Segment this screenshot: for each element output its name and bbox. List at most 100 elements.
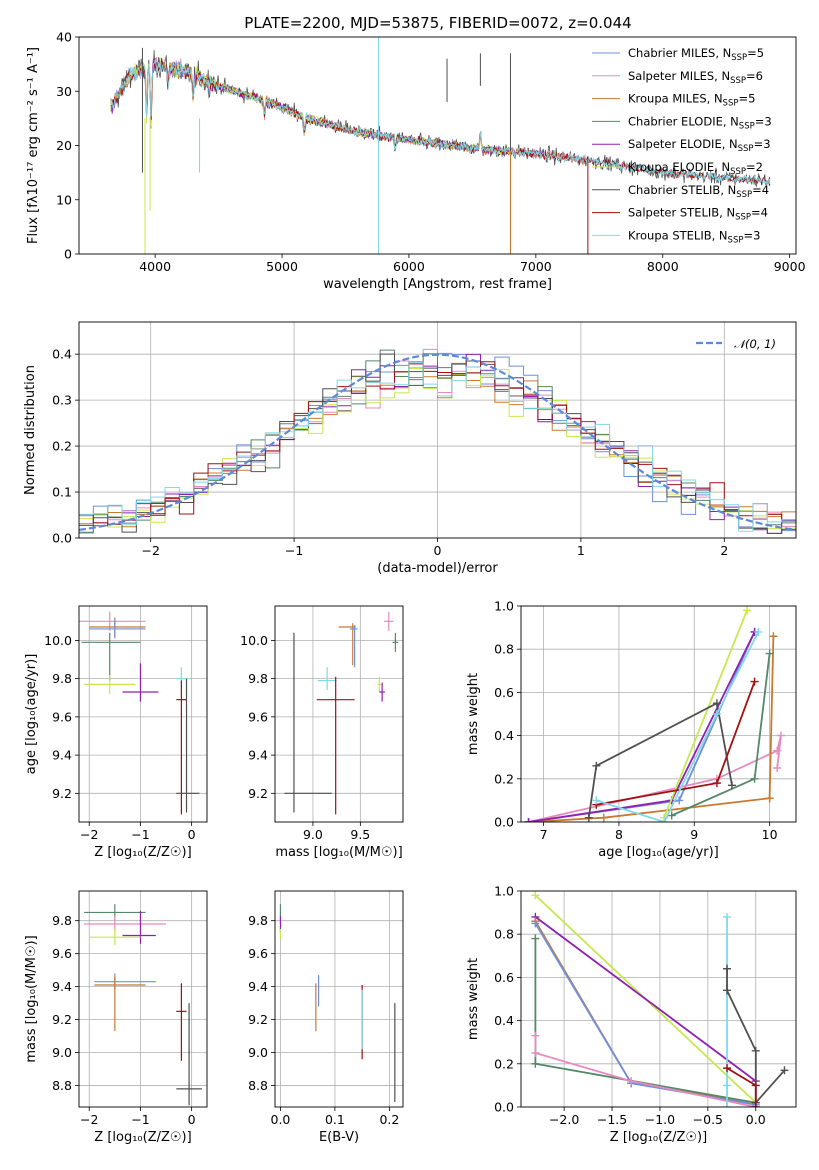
x-axis-label: wavelength [Angstrom, rest frame] xyxy=(323,277,552,292)
y-tick-label: 9.2 xyxy=(52,786,72,801)
spectrum-line xyxy=(110,59,771,186)
x-tick-label: −2.0 xyxy=(549,1112,579,1127)
x-tick-label: 1 xyxy=(577,543,585,558)
series-marker xyxy=(723,1064,732,1073)
axes-frame xyxy=(274,890,404,1108)
x-tick-label: 7 xyxy=(540,827,548,842)
series-marker xyxy=(723,1103,732,1107)
grid-age_vs_Z xyxy=(79,606,207,822)
series-marker xyxy=(531,891,540,900)
legend: Chabrier MILES, NSSP=5 Salpeter MILES, NS… xyxy=(592,46,772,245)
y-tick-label: 9.2 xyxy=(248,1012,268,1027)
series-marker xyxy=(765,794,774,803)
series-line xyxy=(534,1035,756,1107)
y-tick-label: 0.0 xyxy=(494,1100,514,1115)
x-axis-label: mass [log₁₀(M/M☉)] xyxy=(275,845,402,860)
x-tick-label: −2 xyxy=(80,827,98,842)
x-tick-label: 0.0 xyxy=(746,1112,766,1127)
series-line xyxy=(596,681,756,806)
y-tick-label: 9.8 xyxy=(52,671,72,686)
errorbar-point xyxy=(81,632,141,681)
x-tick-label: 9.5 xyxy=(350,827,370,842)
errorbar-point xyxy=(84,915,167,933)
errorbar-point xyxy=(79,611,146,631)
y-tick-label: 8.8 xyxy=(52,1078,72,1093)
y-axis-label: mass weight xyxy=(466,958,481,1040)
series-marker xyxy=(584,813,593,822)
y-tick-label: 0.2 xyxy=(52,439,72,454)
y-tick-label: 0.6 xyxy=(494,685,514,700)
plot-area-mass_weight_vs_age xyxy=(521,606,796,822)
y-tick-label: 9.4 xyxy=(52,748,72,763)
y-tick-label: 0.2 xyxy=(494,771,514,786)
x-axis-label: Z [log₁₀(Z/Z☉)] xyxy=(610,1130,707,1145)
axes-frame xyxy=(520,890,797,1108)
errorbar-point xyxy=(176,1003,202,1106)
x-tick-label: 6000 xyxy=(393,259,425,274)
series-marker xyxy=(773,764,782,772)
chart-mass_weight_vs_age: 7 8 9 10 0.0 0.2 0.4 0.6 0.8 1.0 age [log₁₀(age/yr… xyxy=(466,599,797,860)
errorbar-point xyxy=(176,680,187,815)
chart-mass_weight_vs_Z: −2.0 −1.5 −1.0 −0.5 0.0 0.0 0.2 0.4 0.6 0.8 1.0 Z [… xyxy=(466,884,797,1145)
series-marker xyxy=(627,1077,636,1086)
grid-mass_weight_vs_Z xyxy=(521,891,796,1107)
errorbar-point xyxy=(176,983,187,1061)
series-marker xyxy=(765,649,774,658)
x-tick-label: 4000 xyxy=(139,259,171,274)
y-tick-label: 0.8 xyxy=(494,642,514,657)
y-tick-label: 0 xyxy=(64,247,72,262)
series-marker xyxy=(723,1081,732,1090)
series-marker xyxy=(751,1081,760,1090)
y-tick-label: 9.6 xyxy=(248,946,268,961)
axes-frame xyxy=(78,605,208,823)
axes-frame xyxy=(274,605,404,823)
plot-area-mass_weight_vs_Z xyxy=(521,891,796,1107)
plot-area-mass_vs_Z xyxy=(79,891,207,1107)
histogram-step xyxy=(79,353,796,534)
series-line xyxy=(534,920,756,1104)
errorbar-point xyxy=(384,611,394,631)
x-tick-label: 9000 xyxy=(774,259,806,274)
axes-frame xyxy=(78,890,208,1108)
histogram-step xyxy=(79,367,796,530)
y-tick-label: 10.0 xyxy=(240,633,268,648)
chart-age_vs_mass: 9.0 9.5 9.2 9.4 9.6 9.8 10.0 mass [log₁₀(M/M☉)] xyxy=(240,605,404,860)
x-tick-label: −2 xyxy=(80,1112,98,1127)
y-tick-label: 9.0 xyxy=(52,1045,72,1060)
y-tick-label: 9.4 xyxy=(248,748,268,763)
plot-area-residuals xyxy=(79,322,796,538)
figure-title: PLATE=2200, MJD=53875, FIBERID=0072, z=0… xyxy=(244,14,631,32)
errorbar-point xyxy=(349,625,358,668)
y-tick-label: 0.0 xyxy=(52,531,72,546)
series-marker xyxy=(780,1066,789,1075)
legend-entry: Salpeter ELODIE, NSSP=3 xyxy=(628,137,771,154)
errorbar-point xyxy=(94,973,156,990)
errorbar-point xyxy=(89,617,146,637)
y-tick-label: 9.4 xyxy=(248,979,268,994)
axes-frame xyxy=(78,36,797,255)
histogram-step xyxy=(79,361,796,525)
series-marker xyxy=(531,1031,540,1040)
series-line xyxy=(663,609,748,819)
y-axis-label: Normed distribution xyxy=(23,365,38,495)
series-marker xyxy=(754,627,763,636)
x-axis-label: Z [log₁₀(Z/Z☉)] xyxy=(94,1130,191,1145)
series-marker xyxy=(776,731,785,740)
x-tick-label: 0 xyxy=(188,1112,196,1127)
series-marker xyxy=(743,606,752,615)
y-tick-label: 40 xyxy=(56,30,72,45)
series-marker xyxy=(531,1049,540,1057)
plot-area-age_vs_mass xyxy=(275,606,403,822)
series-marker xyxy=(750,774,759,783)
x-tick-label: 0.0 xyxy=(271,1112,291,1127)
y-tick-label: 9.6 xyxy=(248,709,268,724)
series-marker xyxy=(751,1046,760,1055)
chart-age_vs_Z: −2 −1 0 9.2 9.4 9.6 9.8 10.0 Z [log₁₀(Z/Z☉)] age … xyxy=(24,605,208,860)
legend-entry: 𝒩(0, 1) xyxy=(734,337,776,351)
errorbar-point xyxy=(316,676,355,815)
legend-entry: Chabrier MILES, NSSP=5 xyxy=(628,46,764,63)
series-marker xyxy=(723,986,732,995)
x-tick-label: 0 xyxy=(188,827,196,842)
errorbar-point xyxy=(377,676,382,693)
